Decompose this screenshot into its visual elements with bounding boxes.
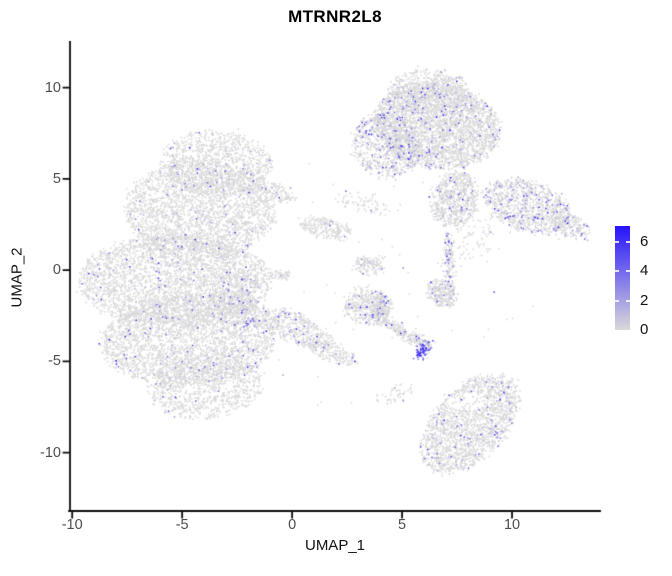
x-tick-label: -5 xyxy=(175,517,189,533)
color-legend: 6 4 2 0 xyxy=(615,226,672,346)
legend-tick-label: 6 xyxy=(640,232,649,250)
y-tick-label: 10 xyxy=(44,79,61,96)
legend-notch xyxy=(626,270,630,273)
legend-notch xyxy=(626,240,630,243)
y-tick-label: 0 xyxy=(52,262,61,279)
x-tick-label: -10 xyxy=(61,517,83,533)
y-tick-label: 5 xyxy=(52,170,61,187)
legend-tick-label: 4 xyxy=(640,262,649,280)
legend-notch xyxy=(615,240,619,243)
x-axis-label: UMAP_1 xyxy=(304,537,366,554)
x-tick-label: 5 xyxy=(398,517,407,533)
legend-notch xyxy=(615,299,619,302)
y-tick-label: -10 xyxy=(40,444,61,461)
x-tick-label: 10 xyxy=(503,517,521,533)
y-axis-label: UMAP_2 xyxy=(8,247,26,308)
legend-notch xyxy=(626,299,630,302)
legend-tick-label: 0 xyxy=(640,321,649,338)
x-tick-label: 0 xyxy=(288,517,297,533)
y-tick-label: -5 xyxy=(48,353,61,370)
chart-title: MTRNR2L8 xyxy=(288,7,382,26)
legend-tick-label: 2 xyxy=(640,291,649,309)
legend-gradient-bar xyxy=(615,226,630,330)
legend-notch xyxy=(615,270,619,273)
